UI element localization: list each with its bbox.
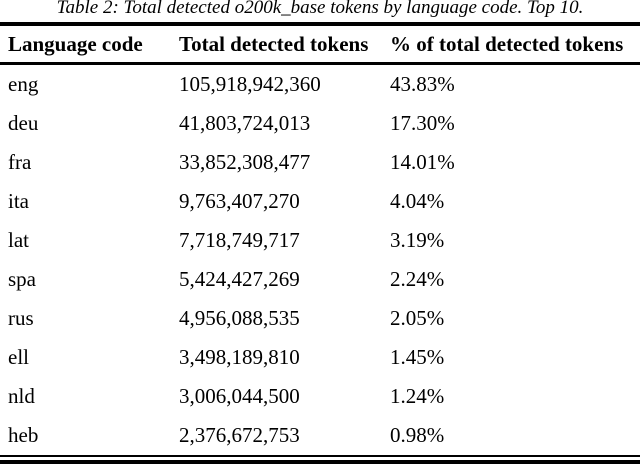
tokens-cell: 3,006,044,500 — [179, 383, 300, 408]
tokens-cell: 33,852,308,477 — [179, 149, 311, 174]
tokens-cell: 4,956,088,535 — [179, 305, 300, 330]
language-code-cell: lat — [8, 227, 29, 252]
percent-cell: 3.19% — [390, 227, 445, 252]
column-header-language-code: Language code — [8, 31, 143, 56]
table-row: lat 7,718,749,717 3.19% — [0, 221, 640, 260]
tokens-cell: 7,718,749,717 — [179, 227, 300, 252]
percent-cell: 14.01% — [390, 149, 455, 174]
column-header-total-tokens: Total detected tokens — [179, 31, 369, 56]
percent-cell: 0.98% — [390, 422, 445, 447]
table-row: ell 3,498,189,810 1.45% — [0, 338, 640, 377]
table-header-row: Language code Total detected tokens % of… — [0, 26, 640, 62]
tokens-cell: 3,498,189,810 — [179, 344, 300, 369]
table-bottom-thin-rule — [0, 454, 640, 457]
language-code-cell: rus — [8, 305, 34, 330]
percent-cell: 1.24% — [390, 383, 445, 408]
table-header-rule — [0, 62, 640, 65]
table-row: spa 5,424,427,269 2.24% — [0, 260, 640, 299]
percent-cell: 17.30% — [390, 110, 455, 135]
tokens-cell: 41,803,724,013 — [179, 110, 311, 135]
language-code-cell: ell — [8, 344, 29, 369]
language-code-cell: fra — [8, 149, 32, 174]
table-row: ita 9,763,407,270 4.04% — [0, 182, 640, 221]
table-row: fra 33,852,308,477 14.01% — [0, 143, 640, 182]
table-row: eng 105,918,942,360 43.83% — [0, 65, 640, 104]
language-code-cell: deu — [8, 110, 39, 135]
language-code-cell: heb — [8, 422, 39, 447]
language-code-cell: eng — [8, 71, 39, 96]
percent-cell: 2.24% — [390, 266, 445, 291]
table-row: rus 4,956,088,535 2.05% — [0, 299, 640, 338]
language-code-cell: nld — [8, 383, 35, 408]
percent-cell: 1.45% — [390, 344, 445, 369]
tokens-cell: 9,763,407,270 — [179, 188, 300, 213]
table-row: deu 41,803,724,013 17.30% — [0, 104, 640, 143]
column-header-percent-tokens: % of total detected tokens — [390, 31, 624, 56]
table-bottom-rule — [0, 459, 640, 464]
table-caption-text: Table 2: Total detected o200k_base token… — [56, 0, 584, 18]
language-code-cell: spa — [8, 266, 36, 291]
table-caption: Table 2: Total detected o200k_base token… — [0, 0, 640, 22]
tokens-cell: 2,376,672,753 — [179, 422, 300, 447]
table-top-rule — [0, 22, 640, 26]
tokens-cell: 105,918,942,360 — [179, 71, 321, 96]
percent-cell: 43.83% — [390, 71, 455, 96]
table-row: heb 2,376,672,753 0.98% — [0, 416, 640, 455]
table-row: nld 3,006,044,500 1.24% — [0, 377, 640, 416]
tokens-cell: 5,424,427,269 — [179, 266, 300, 291]
language-code-cell: ita — [8, 188, 29, 213]
percent-cell: 2.05% — [390, 305, 445, 330]
percent-cell: 4.04% — [390, 188, 445, 213]
